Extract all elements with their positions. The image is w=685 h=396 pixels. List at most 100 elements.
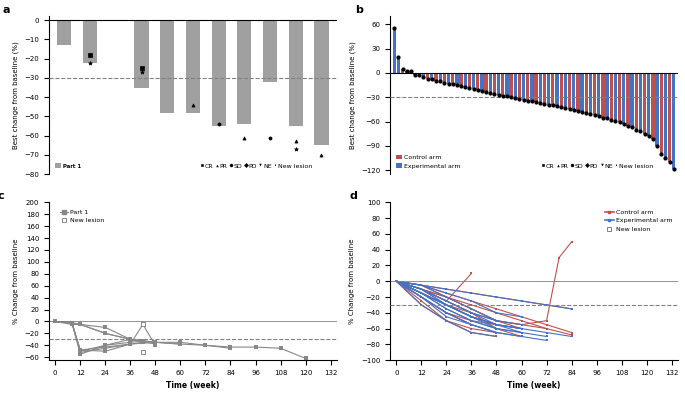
Point: [451, 82, 462, 88]
Point: [290, 138, 301, 145]
Point: [589, 112, 600, 118]
Bar: [468, 73, 471, 88]
Bar: [460, 73, 462, 86]
Bar: [560, 73, 563, 107]
Bar: [630, 73, 634, 127]
Point: [606, 117, 616, 123]
Bar: [634, 73, 638, 129]
Point: [393, 53, 404, 60]
Point: [489, 91, 500, 97]
Bar: [597, 73, 600, 116]
Point: [577, 109, 588, 115]
Bar: [651, 73, 655, 139]
Bar: [664, 73, 667, 158]
Bar: [443, 73, 446, 83]
Bar: [426, 73, 429, 79]
Point: [401, 67, 412, 74]
Point: [560, 105, 571, 111]
Bar: [288, 20, 303, 126]
Point: [531, 99, 542, 105]
Point: [635, 128, 646, 134]
Legend: CR, PR, SD, PD, NE, New lesion: CR, PR, SD, PD, NE, New lesion: [198, 161, 315, 171]
Y-axis label: Best change from baseline (%): Best change from baseline (%): [349, 41, 356, 149]
Point: [601, 115, 612, 122]
Bar: [568, 73, 571, 109]
Legend: Control arm, Experimental arm, New lesion: Control arm, Experimental arm, New lesio…: [602, 207, 675, 234]
Bar: [593, 73, 596, 115]
Bar: [314, 20, 329, 145]
Bar: [401, 69, 404, 73]
Legend: CR, PR, SD, PD, NE, New lesion: CR, PR, SD, PD, NE, New lesion: [539, 161, 656, 171]
Point: [430, 78, 441, 84]
Point: [472, 87, 483, 93]
Point: [631, 126, 642, 133]
Bar: [610, 73, 613, 120]
Point: [651, 143, 662, 149]
Point: [656, 151, 667, 157]
Point: [443, 80, 454, 87]
Bar: [212, 20, 226, 126]
Point: [510, 95, 521, 101]
Bar: [530, 73, 534, 101]
Point: [556, 104, 566, 110]
Point: [136, 69, 147, 75]
Point: [573, 108, 584, 114]
Point: [460, 84, 471, 90]
Bar: [237, 20, 251, 124]
Point: [551, 103, 562, 109]
Bar: [186, 20, 200, 112]
Point: [435, 78, 446, 84]
Point: [138, 321, 149, 327]
Point: [316, 152, 327, 158]
Bar: [576, 73, 580, 111]
Bar: [614, 73, 617, 121]
Text: c: c: [0, 191, 4, 201]
Point: [564, 105, 575, 112]
Bar: [639, 73, 642, 131]
Bar: [447, 73, 450, 84]
Text: b: b: [356, 5, 364, 15]
Point: [581, 110, 592, 117]
Bar: [522, 73, 525, 100]
Bar: [58, 20, 71, 45]
Point: [213, 121, 224, 127]
Bar: [438, 73, 442, 81]
Bar: [551, 73, 554, 105]
Bar: [434, 73, 438, 81]
Bar: [430, 73, 434, 80]
Bar: [556, 73, 559, 106]
Bar: [488, 73, 492, 93]
Bar: [480, 73, 484, 91]
Point: [456, 83, 466, 89]
Bar: [534, 73, 538, 102]
Point: [597, 114, 608, 121]
Point: [647, 136, 658, 143]
Point: [418, 74, 429, 80]
Bar: [547, 73, 550, 105]
Bar: [564, 73, 567, 108]
Bar: [618, 73, 621, 122]
Point: [188, 102, 199, 108]
Bar: [410, 71, 412, 73]
Bar: [643, 73, 646, 134]
Bar: [484, 73, 488, 92]
Point: [239, 134, 250, 141]
Y-axis label: % Change from baseline: % Change from baseline: [13, 238, 19, 324]
Bar: [134, 20, 149, 88]
Bar: [510, 73, 513, 97]
Point: [514, 96, 525, 102]
Bar: [405, 70, 408, 73]
Point: [422, 76, 433, 82]
Point: [406, 68, 416, 74]
Point: [506, 94, 516, 101]
Point: [389, 25, 400, 32]
Bar: [668, 73, 671, 162]
Bar: [622, 73, 625, 124]
Point: [522, 97, 533, 104]
Point: [619, 121, 630, 127]
Bar: [456, 73, 458, 85]
Text: d: d: [350, 191, 358, 201]
Bar: [656, 73, 659, 146]
Bar: [464, 73, 467, 87]
Legend: Part 1, New lesion: Part 1, New lesion: [58, 207, 106, 226]
